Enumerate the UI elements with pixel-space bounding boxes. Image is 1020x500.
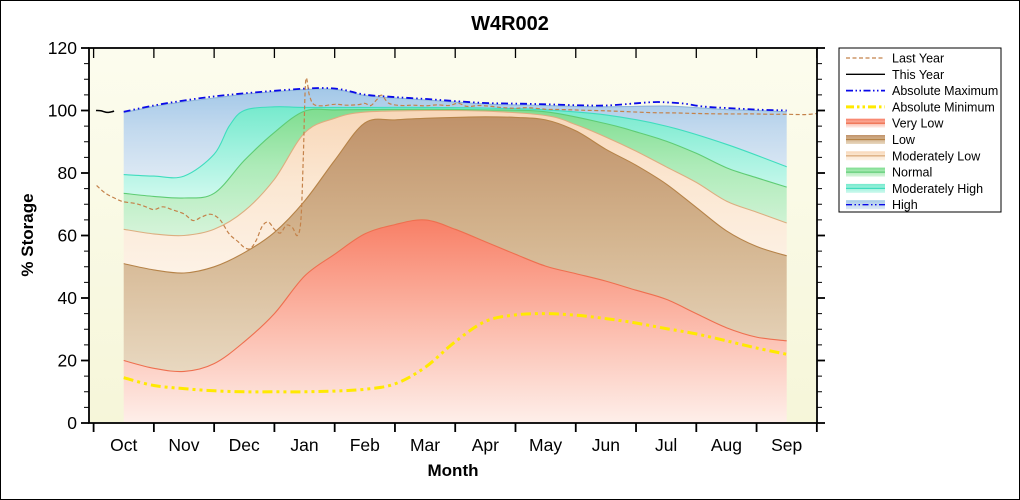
month-label-jul: Jul [655, 435, 677, 455]
month-label-mar: Mar [410, 435, 440, 455]
legend: Last Year This Year Absolute Maximum Absolu… [838, 47, 1002, 213]
legend-label: Absolute Maximum [892, 84, 998, 98]
band-edge-high [123, 88, 787, 114]
month-label-jan: Jan [290, 435, 318, 455]
legend-item-low: Low [846, 133, 916, 147]
band-normal [123, 109, 787, 236]
legend-label: High [892, 198, 918, 212]
band-very_low [123, 219, 787, 423]
month-labels: Oct Nov Dec Jan Feb Mar Apr May Jun Jul Aug Sep [110, 435, 802, 455]
month-label-nov: Nov [168, 435, 199, 455]
chart-title: W4R002 [471, 13, 549, 35]
band-low [123, 116, 787, 372]
legend-label: Moderately Low [892, 149, 981, 163]
month-label-oct: Oct [110, 435, 137, 455]
x-axis-title: Month [427, 461, 479, 480]
y-tick-label: 60 [58, 226, 78, 246]
band-edge-mod_low [123, 109, 787, 237]
band-mod_high [123, 106, 787, 199]
band-mod_low [123, 110, 787, 274]
legend-label: This Year [892, 68, 944, 82]
y-tick-label: 120 [48, 38, 77, 58]
legend-label: Absolute Minimum [892, 100, 995, 114]
legend-item-absolute-maximum: Absolute Maximum [846, 84, 998, 98]
y-tick-labels: 0 20 40 60 80 100 120 [48, 38, 77, 433]
month-label-jun: Jun [592, 435, 620, 455]
legend-item-moderately-low: Moderately Low [846, 149, 981, 163]
legend-item-absolute-minimum: Absolute Minimum [846, 100, 995, 114]
line-this-year [95, 109, 115, 114]
legend-item-moderately-high: Moderately High [846, 182, 983, 196]
legend-item-this-year: This Year [846, 68, 944, 82]
y-tick-label: 0 [67, 413, 77, 433]
band-high [123, 88, 787, 178]
y-tick-label: 40 [58, 288, 78, 308]
legend-label: Low [892, 133, 916, 147]
month-label-apr: Apr [472, 435, 499, 455]
legend-item-very-low: Very Low [846, 117, 944, 131]
band-edge-mod_high [123, 106, 787, 179]
legend-label: Last Year [892, 52, 944, 66]
legend-item-high: High [846, 198, 918, 212]
percentile-bands [123, 88, 787, 423]
legend-item-normal: Normal [846, 166, 932, 180]
line-last-year [96, 77, 817, 250]
y-tick-label: 80 [58, 163, 78, 183]
axis-ticks [81, 47, 825, 432]
legend-label: Moderately High [892, 182, 983, 196]
month-label-aug: Aug [711, 435, 742, 455]
month-label-feb: Feb [350, 435, 380, 455]
overlay-lines [95, 77, 817, 394]
legend-label: Normal [892, 166, 932, 180]
month-label-sep: Sep [771, 435, 802, 455]
line-absolute-minimum [123, 312, 788, 394]
band-edge-low [123, 116, 787, 274]
line-absolute-maximum [123, 87, 787, 113]
y-tick-label: 20 [58, 351, 78, 371]
legend-item-last-year: Last Year [846, 52, 944, 66]
month-label-may: May [529, 435, 562, 455]
month-label-dec: Dec [229, 435, 260, 455]
y-tick-label: 100 [48, 101, 77, 121]
band-edge-very_low [123, 219, 787, 373]
band-edge-normal [123, 108, 787, 199]
legend-label: Very Low [892, 117, 944, 131]
